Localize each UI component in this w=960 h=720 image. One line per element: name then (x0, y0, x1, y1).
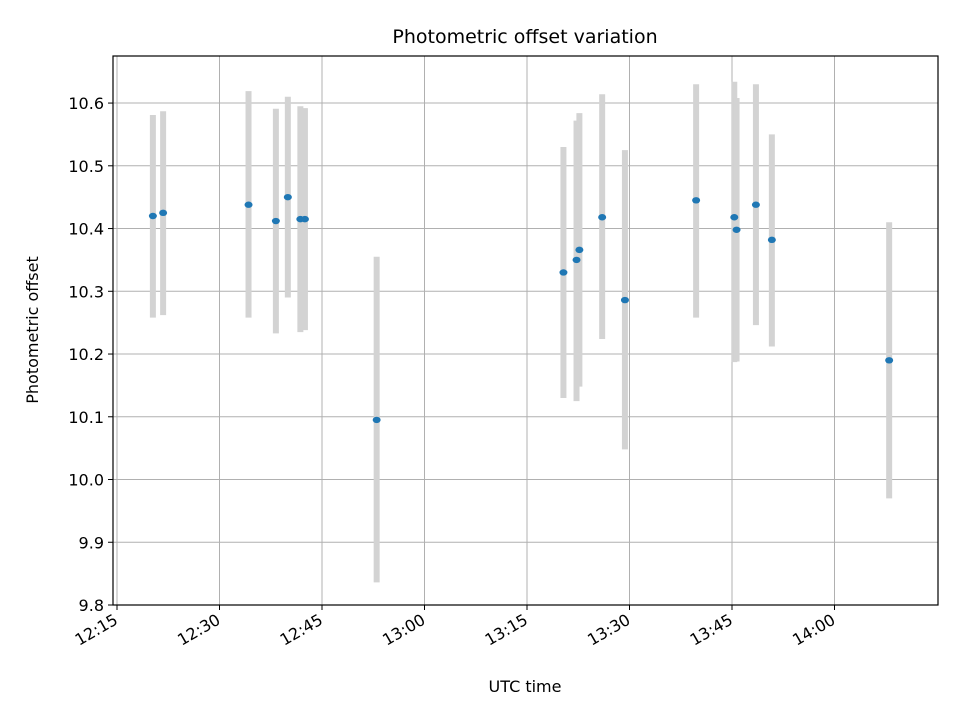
y-tick-label: 10.6 (68, 94, 104, 113)
y-tick-label: 10.0 (68, 471, 104, 490)
chart-title: Photometric offset variation (392, 26, 657, 48)
data-point (767, 236, 776, 244)
data-point (598, 214, 607, 221)
plot-frame (112, 55, 939, 606)
data-points (148, 193, 894, 424)
data-point (732, 226, 741, 233)
data-point (620, 296, 629, 304)
grid (113, 56, 938, 606)
data-point (271, 217, 280, 225)
data-point (751, 201, 760, 208)
y-axis-ticks: 9.8 9.9 10.0 10.1 10.2 10.3 10.4 10.5 10.6 (68, 94, 113, 615)
y-axis-label: Photometric offset (23, 256, 42, 404)
y-tick-label: 10.1 (68, 408, 104, 427)
data-point (575, 246, 584, 254)
data-point (148, 212, 157, 220)
data-point (300, 215, 309, 223)
data-point (559, 269, 568, 276)
data-point (159, 209, 168, 217)
data-point (572, 256, 581, 264)
data-point (372, 416, 381, 424)
data-point (885, 357, 894, 364)
x-axis-label: UTC time (489, 677, 562, 696)
y-tick-label: 9.8 (79, 596, 104, 615)
y-tick-label: 10.4 (68, 220, 104, 239)
y-tick-label: 9.9 (79, 533, 104, 552)
data-point (244, 201, 253, 208)
data-point (730, 214, 739, 221)
y-tick-label: 10.5 (68, 157, 104, 176)
data-point (283, 193, 292, 201)
data-point (692, 197, 701, 204)
y-tick-label: 10.3 (68, 282, 104, 301)
y-tick-label: 10.2 (68, 345, 104, 364)
